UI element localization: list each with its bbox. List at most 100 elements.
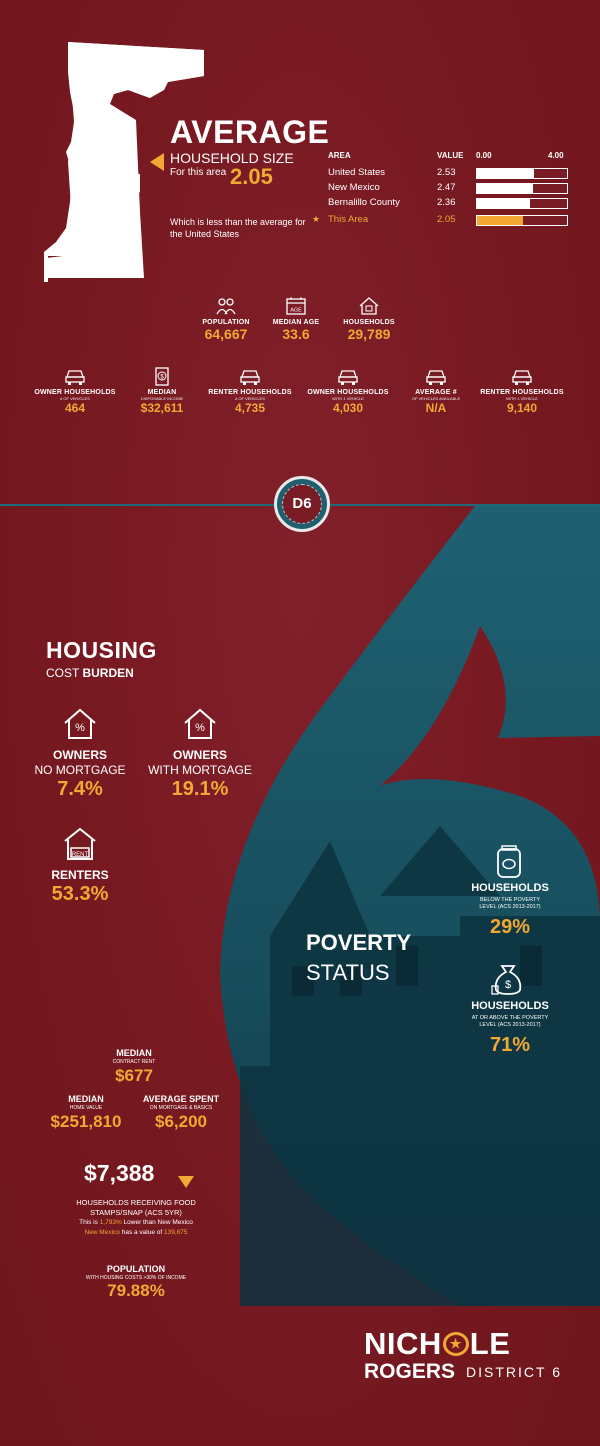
stat-sublabel: # OF VEHICLES — [235, 396, 265, 401]
car-icon — [512, 370, 532, 385]
for-area-value: 2.05 — [230, 164, 273, 189]
table-bar-fill — [477, 169, 534, 178]
stat-label: HOUSEHOLDS — [343, 319, 395, 326]
svg-text:%: % — [75, 722, 85, 734]
owners-with-mortgage-sub: WITH MORTGAGE — [148, 763, 252, 777]
stat-label: MEDIAN AGE — [272, 319, 320, 326]
table-bar-fill — [477, 184, 533, 193]
house-icon — [359, 297, 379, 315]
district-six-shape — [220, 506, 600, 1306]
stat-value: 4,030 — [332, 401, 364, 415]
median-rent-title: MEDIAN — [116, 1048, 152, 1058]
stat-value: 33.6 — [282, 326, 310, 342]
rent-icon-text: RENT — [72, 852, 89, 858]
housing-title: HOUSING — [46, 637, 157, 663]
district-badge-text: D6 — [292, 495, 312, 512]
brand-district: DISTRICT 6 — [466, 1364, 562, 1380]
snap-line2-b: has a value of — [119, 1229, 164, 1236]
table-cell-area: New Mexico — [328, 182, 380, 193]
stat-label: OWNER HOUSEHOLDS — [307, 389, 389, 396]
average-heading: AVERAGE — [170, 114, 330, 150]
stat-value: 64,667 — [204, 326, 248, 342]
stat-item: HOUSEHOLDS 29,789 — [324, 296, 414, 342]
stat-value: 464 — [64, 401, 86, 415]
comparison-note: Which is less than the average for the U… — [170, 217, 306, 239]
table-bar-track — [476, 183, 568, 194]
money-document-icon: $ — [155, 367, 169, 386]
table-bar-fill — [477, 199, 531, 208]
stat-label: MEDIAN — [147, 389, 177, 396]
house-rent-icon: RENT — [64, 827, 96, 860]
stat-sublabel: OF VEHICLES AVAILABLE — [411, 396, 461, 401]
stat-value: 29,789 — [347, 326, 391, 342]
stat-value: 4,735 — [234, 401, 266, 415]
stat-label: RENTER HOUSEHOLDS — [480, 389, 564, 396]
average-spent-title: AVERAGE SPENT — [142, 1094, 220, 1104]
stat-value: N/A — [425, 401, 447, 415]
brand-name-a: NICH — [364, 1326, 442, 1361]
housing-subtitle-bold: BURDEN — [82, 666, 134, 680]
stat-item: $ MEDIAN DISPOSABLE INCOME $32,611 — [117, 366, 207, 415]
stat-value: $32,611 — [140, 401, 184, 415]
table-scale-min: 0.00 — [476, 151, 492, 160]
stat-item: RENTER HOUSEHOLDS WITH 1 VEHICLE 9,140 — [477, 366, 567, 415]
households-above-title: HOUSEHOLDS — [471, 1000, 549, 1012]
table-cell-value: 2.36 — [437, 197, 456, 208]
district-badge: D6 — [274, 476, 330, 532]
stat-label: AVERAGE # — [415, 389, 457, 396]
for-area-label: For this area — [170, 167, 227, 178]
average-spent-sub: ON MORTGAGE & BASICS — [149, 1105, 213, 1111]
piggy-bank-jar-icon — [497, 845, 521, 878]
svg-text:$: $ — [505, 979, 511, 991]
stat-sublabel: WITH 1 VEHICLE — [332, 396, 364, 401]
snap-line1: This is 1,793% Lower than New Mexico — [46, 1219, 226, 1226]
table-cell-area: Bernalillo County — [328, 197, 400, 208]
owners-no-mortgage-value: 7.4% — [57, 778, 103, 800]
stat-label: RENTER HOUSEHOLDS — [208, 389, 292, 396]
median-home-value: $251,810 — [50, 1112, 122, 1131]
median-home-sub: HOME VALUE — [69, 1105, 103, 1111]
table-cell-area: United States — [328, 167, 386, 178]
snap-line1-b: Lower than New Mexico — [121, 1219, 193, 1226]
snap-value: $7,388 — [84, 1160, 155, 1186]
median-rent-value: $677 — [115, 1066, 153, 1085]
households-above-value: 71% — [489, 1034, 531, 1056]
stat-value: 9,140 — [506, 401, 538, 415]
snap-line2: New Mexico has a value of 139,875 — [46, 1229, 226, 1236]
table-bar-track — [476, 168, 568, 179]
svg-text:%: % — [195, 722, 205, 734]
stat-sublabel: DISPOSABLE INCOME — [140, 396, 184, 401]
pop-housing-sub: WITH HOUSING COSTS >30% OF INCOME — [85, 1275, 187, 1281]
house-percent-icon: % — [64, 708, 96, 739]
owners-no-mortgage-sub: NO MORTGAGE — [34, 763, 126, 777]
svg-text:$: $ — [160, 375, 164, 381]
household-size-subheading: HOUSEHOLD SIZE — [170, 150, 294, 166]
car-icon — [338, 370, 358, 385]
car-icon — [426, 370, 446, 385]
stat-item: OWNER HOUSEHOLDS WITH 1 VEHICLE 4,030 — [303, 366, 393, 415]
average-spent-value: $6,200 — [155, 1112, 207, 1131]
pop-housing-value: 79.88% — [107, 1281, 165, 1300]
house-percent-icon: % — [184, 708, 216, 739]
table-bar-fill — [477, 216, 524, 225]
snap-label: HOUSEHOLDS RECEIVING FOOD STAMPS/SNAP (A… — [76, 1198, 196, 1217]
stat-item: POPULATION 64,667 — [181, 296, 271, 342]
snap-line1-pct: 1,793% — [99, 1219, 122, 1226]
state-silhouette-icon — [44, 42, 204, 282]
people-icon — [216, 298, 236, 315]
stat-item: RENTER HOUSEHOLDS # OF VEHICLES 4,735 — [205, 366, 295, 415]
down-triangle-icon — [178, 1176, 194, 1188]
pop-housing-title: POPULATION — [106, 1264, 166, 1274]
housing-subtitle: COST BURDEN — [46, 666, 134, 680]
table-cell-value: 2.53 — [437, 167, 456, 178]
poverty-title: POVERTY — [306, 930, 412, 955]
snap-line1-a: This is — [79, 1219, 100, 1226]
age-calendar-icon: AGE — [286, 297, 306, 315]
table-scale-max: 4.00 — [548, 151, 564, 160]
stat-label: POPULATION — [202, 319, 250, 326]
households-below-title: HOUSEHOLDS — [471, 882, 549, 894]
table-bar-track — [476, 198, 568, 209]
snap-line2-a: New Mexico — [84, 1229, 120, 1236]
renters-value: 53.3% — [51, 883, 109, 905]
